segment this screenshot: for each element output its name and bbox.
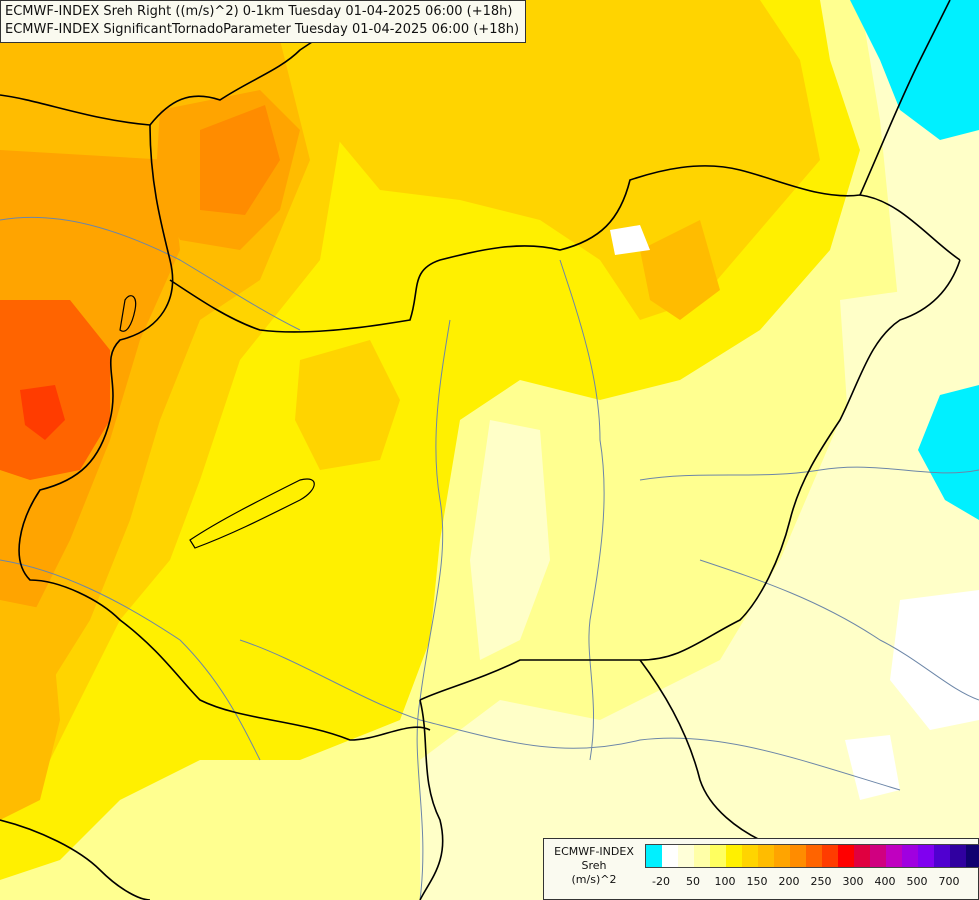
field-pale-east	[700, 280, 979, 900]
legend-tick-label: 400	[874, 875, 896, 888]
title-line-sreh: ECMWF-INDEX Sreh Right ((m/s)^2) 0-1km T…	[5, 4, 513, 19]
legend-swatch	[742, 845, 758, 867]
legend-tick-label: 50	[686, 875, 700, 888]
field-orange-east	[640, 220, 720, 320]
legend-tick-label: 100	[714, 875, 736, 888]
field-orange-dark-north	[200, 105, 280, 215]
border-central	[169, 165, 961, 333]
river-4	[239, 639, 901, 791]
legend-swatch	[966, 845, 979, 867]
rivers	[0, 216, 979, 900]
field-orange-center	[295, 340, 400, 470]
legend-swatch	[694, 845, 710, 867]
legend-tick-label: -20	[652, 875, 670, 888]
legend-swatch	[726, 845, 742, 867]
legend-tick-label: 700	[938, 875, 960, 888]
river-5	[639, 466, 979, 481]
river-1	[0, 216, 301, 331]
river-3	[559, 259, 605, 761]
legend-swatch	[774, 845, 790, 867]
legend-swatch	[806, 845, 822, 867]
legend-swatch	[646, 845, 662, 867]
border-east	[419, 259, 961, 701]
field-cyan-east	[918, 385, 979, 520]
field-white-south	[845, 735, 900, 800]
legend-swatch	[662, 845, 678, 867]
border-southwest	[0, 819, 151, 900]
border-south	[419, 699, 444, 900]
field-red-core	[20, 385, 65, 440]
legend-swatch	[710, 845, 726, 867]
legend-swatch	[854, 845, 870, 867]
legend-unit: (m/s)^2	[571, 873, 617, 886]
legend-tick-label: 250	[810, 875, 832, 888]
field-white-north	[610, 225, 650, 255]
legend-swatch	[902, 845, 918, 867]
legend-swatch	[822, 845, 838, 867]
legend-swatch	[838, 845, 854, 867]
river-2	[416, 319, 451, 900]
legend-swatch	[678, 845, 694, 867]
legend-tick-label: 500	[906, 875, 928, 888]
border-west	[18, 124, 431, 741]
field-pale-center	[470, 420, 550, 660]
legend-tick-label: 200	[778, 875, 800, 888]
map-title-box: ECMWF-INDEX Sreh Right ((m/s)^2) 0-1km T…	[0, 0, 527, 43]
color-legend: ECMWF-INDEX Sreh (m/s)^2 -20 50 100 150 200 2…	[543, 838, 979, 900]
title-line-stp: ECMWF-INDEX SignificantTornadoParameter …	[5, 22, 520, 37]
river-7	[699, 559, 979, 701]
legend-swatch	[870, 845, 886, 867]
legend-swatch	[934, 845, 950, 867]
legend-swatches	[645, 844, 979, 868]
lake-balaton	[189, 478, 315, 549]
river-6	[0, 559, 261, 761]
legend-tick-label: 150	[746, 875, 768, 888]
legend-swatch	[886, 845, 902, 867]
border-southeast	[639, 659, 761, 841]
legend-tick-label: 300	[842, 875, 864, 888]
legend-swatch	[790, 845, 806, 867]
legend-source: ECMWF-INDEX	[554, 845, 634, 858]
legend-label: ECMWF-INDEX Sreh (m/s)^2	[548, 845, 640, 887]
legend-swatch	[950, 845, 966, 867]
field-white-east	[890, 590, 979, 730]
legend-swatch	[918, 845, 934, 867]
border-northeast	[859, 0, 951, 196]
legend-swatch	[758, 845, 774, 867]
legend-variable: Sreh	[581, 859, 607, 872]
lake-neusiedl	[119, 295, 137, 332]
legend-ticks: -20 50 100 150 200 250 300 400 500 700	[645, 875, 979, 889]
field-orange-southwest	[0, 600, 60, 820]
